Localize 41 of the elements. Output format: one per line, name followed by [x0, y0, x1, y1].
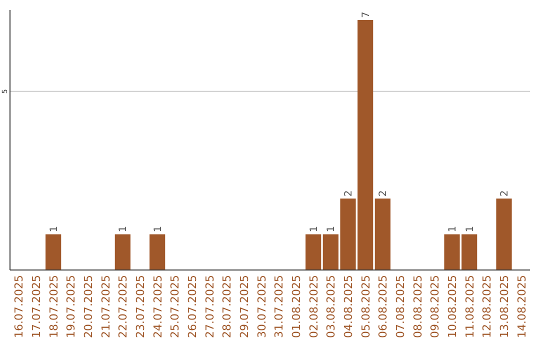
x-tick-label: 02.08.2025: [307, 275, 320, 338]
data-label: 1: [48, 226, 60, 232]
x-tick-label: 12.08.2025: [480, 275, 494, 338]
x-tick-label: 06.08.2025: [376, 275, 390, 338]
x-tick-label: 08.08.2025: [411, 275, 424, 338]
x-tick-label: 28.07.2025: [220, 275, 234, 338]
x-tick-label: 13.08.2025: [498, 275, 511, 338]
data-label: 2: [500, 190, 510, 197]
data-label: 2: [344, 190, 354, 197]
x-tick-label: 16.07.2025: [12, 275, 26, 338]
x-tick-label: 04.08.2025: [342, 275, 355, 338]
data-label: 1: [308, 226, 320, 232]
x-tick-label: 09.08.2025: [428, 275, 442, 338]
x-tick-label: 26.07.2025: [186, 275, 199, 338]
x-tick-label: 19.07.2025: [64, 275, 78, 338]
x-tick-label: 23.07.2025: [134, 275, 147, 338]
data-label: 1: [326, 226, 338, 232]
x-tick-label: 10.08.2025: [446, 275, 459, 338]
x-tick-label: 30.07.2025: [255, 275, 268, 338]
x-tick-label: 22.07.2025: [116, 275, 130, 338]
data-label: 1: [464, 226, 476, 232]
x-tick-label: 21.07.2025: [99, 275, 112, 338]
x-tick-label: 25.07.2025: [168, 275, 182, 338]
x-tick-label: 07.08.2025: [394, 275, 407, 338]
x-tick-label: 18.07.2025: [47, 275, 60, 338]
data-label: 2: [378, 190, 390, 197]
x-tick-label: 01.08.2025: [290, 275, 303, 338]
x-tick-label: 17.07.2025: [30, 275, 43, 338]
x-tick-label: 29.07.2025: [238, 275, 251, 338]
x-tick-label: 27.07.2025: [203, 275, 216, 338]
data-label: 7: [360, 12, 372, 18]
x-tick-label: 11.08.2025: [463, 275, 476, 338]
data-label: 1: [152, 226, 164, 232]
x-tick-label: 05.08.2025: [359, 275, 372, 338]
data-label: 1: [118, 226, 130, 232]
x-tick-label: 24.07.2025: [151, 275, 164, 338]
x-tick-label: 20.07.2025: [82, 275, 95, 338]
x-tick-label: 14.08.2025: [515, 275, 528, 338]
x-tick-label: 03.08.2025: [324, 275, 338, 338]
x-tick-label: 31.07.2025: [272, 275, 286, 338]
data-label: 1: [448, 226, 458, 232]
